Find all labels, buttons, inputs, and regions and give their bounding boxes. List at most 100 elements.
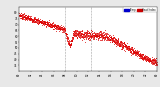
Point: [56, 26, 59, 27]
Point: [28, 17, 31, 19]
Point: [108, 39, 110, 41]
Point: [84, 35, 87, 36]
Point: [24, 16, 26, 18]
Point: [74, 35, 76, 36]
Point: [35, 21, 37, 23]
Point: [128, 49, 130, 50]
Point: [107, 37, 110, 39]
Point: [39, 21, 41, 22]
Point: [32, 18, 35, 19]
Point: [98, 35, 100, 36]
Point: [82, 35, 84, 37]
Point: [80, 31, 83, 32]
Point: [76, 31, 78, 32]
Point: [120, 42, 122, 44]
Point: [129, 47, 131, 49]
Point: [131, 50, 133, 51]
Point: [149, 59, 152, 60]
Point: [139, 54, 141, 55]
Point: [141, 57, 143, 59]
Point: [129, 50, 132, 52]
Point: [83, 35, 85, 37]
Point: [124, 43, 126, 44]
Point: [132, 50, 134, 51]
Point: [112, 40, 115, 42]
Point: [23, 16, 25, 17]
Point: [60, 29, 63, 30]
Point: [108, 41, 111, 43]
Point: [127, 45, 129, 46]
Point: [31, 21, 33, 22]
Point: [110, 41, 113, 42]
Point: [92, 35, 95, 36]
Point: [138, 55, 141, 57]
Point: [139, 54, 141, 56]
Point: [93, 37, 96, 38]
Point: [147, 59, 150, 60]
Point: [61, 29, 64, 30]
Point: [31, 18, 34, 19]
Point: [94, 33, 96, 34]
Point: [26, 16, 28, 17]
Point: [155, 63, 157, 65]
Point: [94, 36, 97, 37]
Point: [117, 40, 120, 42]
Point: [29, 16, 31, 18]
Point: [23, 16, 26, 18]
Point: [74, 31, 77, 32]
Point: [42, 22, 45, 23]
Point: [148, 61, 151, 62]
Point: [19, 17, 21, 19]
Point: [79, 35, 81, 36]
Point: [125, 46, 127, 48]
Point: [76, 34, 79, 35]
Point: [92, 35, 94, 36]
Point: [97, 38, 100, 39]
Point: [116, 42, 119, 44]
Point: [145, 60, 147, 61]
Point: [141, 54, 144, 56]
Point: [54, 27, 56, 29]
Point: [102, 36, 104, 37]
Point: [80, 33, 82, 34]
Point: [122, 45, 124, 46]
Point: [60, 26, 63, 28]
Point: [20, 12, 23, 14]
Point: [44, 23, 47, 25]
Point: [48, 25, 51, 26]
Point: [142, 56, 145, 58]
Point: [114, 39, 116, 40]
Point: [108, 38, 111, 39]
Point: [145, 59, 148, 60]
Point: [139, 54, 142, 55]
Point: [124, 45, 127, 46]
Point: [71, 34, 74, 36]
Point: [57, 28, 60, 29]
Point: [61, 29, 64, 30]
Point: [132, 51, 134, 53]
Point: [82, 34, 85, 35]
Point: [80, 35, 82, 36]
Point: [115, 40, 117, 42]
Point: [65, 33, 67, 34]
Point: [58, 25, 60, 27]
Point: [96, 36, 98, 37]
Point: [104, 34, 107, 36]
Point: [82, 36, 84, 38]
Point: [92, 35, 94, 36]
Point: [48, 22, 50, 23]
Point: [154, 63, 157, 64]
Point: [98, 32, 100, 34]
Point: [120, 44, 122, 45]
Point: [138, 54, 140, 56]
Point: [128, 48, 130, 49]
Point: [32, 20, 34, 22]
Point: [103, 37, 105, 38]
Point: [105, 36, 108, 38]
Point: [18, 15, 21, 17]
Point: [96, 34, 98, 35]
Point: [152, 59, 155, 61]
Point: [144, 58, 147, 60]
Point: [73, 33, 75, 34]
Point: [126, 49, 129, 50]
